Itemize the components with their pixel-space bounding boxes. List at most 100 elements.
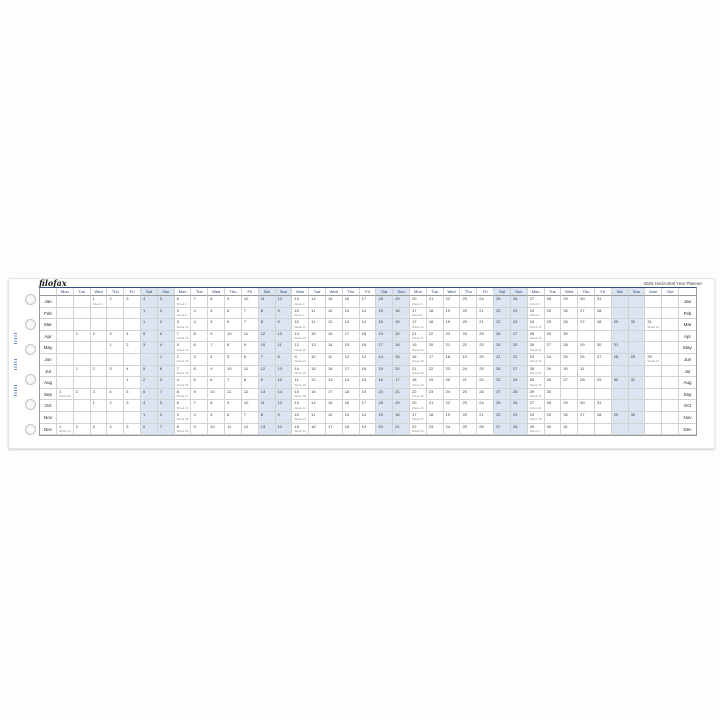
day-cell bbox=[124, 353, 142, 366]
day-cell: 16 bbox=[325, 365, 343, 378]
day-cell: 27 bbox=[544, 342, 562, 354]
day-number: 4 bbox=[159, 342, 163, 348]
day-cell: 19 bbox=[443, 307, 461, 320]
day-number: 6 bbox=[159, 330, 163, 336]
day-cell: 3 bbox=[107, 330, 125, 343]
day-number: 25 bbox=[479, 365, 484, 371]
day-number: 19 bbox=[395, 296, 400, 301]
day-cell bbox=[645, 365, 663, 378]
day-cell: 11 bbox=[225, 388, 242, 401]
month-label-right: Oct bbox=[678, 400, 696, 412]
week-label: Week 12 bbox=[412, 324, 424, 329]
day-number: 11 bbox=[227, 423, 232, 429]
day-number: 17 bbox=[395, 377, 400, 383]
day-cell: 16 bbox=[393, 307, 411, 320]
day-cell: 13 bbox=[342, 319, 360, 331]
day-number: 22 bbox=[445, 296, 451, 301]
day-cell: 12 bbox=[275, 400, 293, 412]
day-cell: 27 bbox=[494, 388, 511, 401]
day-number: 15 bbox=[378, 411, 383, 417]
day-cell: 1 Week 1 bbox=[90, 296, 108, 308]
day-number: 29 bbox=[529, 388, 535, 394]
day-number: 9 bbox=[227, 296, 230, 301]
day-cell: 21 bbox=[460, 377, 478, 389]
day-number: 25 bbox=[546, 411, 551, 417]
day-cell: 2 bbox=[157, 307, 175, 320]
day-cell: 10 Week 11 bbox=[292, 319, 310, 331]
day-cell bbox=[628, 365, 646, 378]
day-number: 2 bbox=[109, 296, 112, 301]
day-cell bbox=[662, 319, 679, 331]
day-cell: 17 bbox=[359, 400, 377, 412]
day-number: 15 bbox=[311, 365, 316, 371]
week-label: Week 25 bbox=[412, 359, 424, 364]
day-number: 14 bbox=[344, 377, 350, 383]
day-cell bbox=[73, 353, 91, 366]
day-cell: 24 bbox=[477, 400, 495, 412]
day-number: 1 bbox=[126, 377, 129, 383]
day-header: Tue bbox=[309, 288, 326, 296]
day-cell: 26 bbox=[510, 400, 528, 412]
binder-hole bbox=[25, 344, 36, 355]
week-label: Week 49 bbox=[59, 429, 71, 434]
day-number: 8 bbox=[176, 388, 179, 394]
day-number: 5 bbox=[227, 353, 230, 359]
day-number: 28 bbox=[529, 330, 535, 336]
day-number: 10 bbox=[294, 411, 299, 417]
day-cell: 25 bbox=[510, 342, 528, 354]
day-number: 5 bbox=[210, 411, 213, 417]
day-cell bbox=[611, 388, 629, 401]
month-label-left: Apr bbox=[40, 330, 57, 343]
day-number: 3 bbox=[126, 400, 129, 406]
day-cell: 18 Week 34 bbox=[410, 377, 427, 389]
day-cell: 28 bbox=[578, 377, 595, 389]
day-number: 22 bbox=[496, 307, 501, 313]
day-cell: 27 bbox=[578, 307, 595, 320]
day-number: 14 bbox=[277, 423, 282, 429]
day-number: 12 bbox=[327, 411, 333, 417]
day-cell: 9 bbox=[208, 330, 226, 343]
day-number: 20 bbox=[479, 353, 484, 359]
day-cell: 9 bbox=[191, 423, 209, 436]
day-cell: 10 bbox=[225, 330, 242, 343]
day-number: 13 bbox=[361, 353, 367, 359]
day-cell bbox=[611, 365, 629, 378]
day-number: 17 bbox=[327, 388, 333, 394]
day-number: 25 bbox=[563, 353, 568, 359]
day-number: 30 bbox=[563, 330, 568, 336]
day-number: 20 bbox=[412, 296, 417, 301]
day-cell: 29 bbox=[594, 377, 612, 389]
day-cell bbox=[611, 400, 629, 412]
edge-mark bbox=[14, 359, 17, 371]
day-number: 15 bbox=[311, 330, 316, 336]
day-cell bbox=[628, 388, 646, 401]
day-cell: 22 bbox=[426, 365, 444, 378]
day-number: 12 bbox=[344, 353, 350, 359]
day-number: 19 bbox=[445, 411, 451, 417]
day-cell: 8 bbox=[241, 377, 259, 389]
day-number: 22 bbox=[512, 353, 518, 359]
day-number: 6 bbox=[227, 411, 230, 417]
day-cell: 9 bbox=[275, 319, 293, 331]
day-cell: 23 bbox=[477, 342, 495, 354]
day-header: Thu bbox=[578, 288, 595, 296]
day-number: 21 bbox=[412, 330, 417, 336]
week-label: Week 11 bbox=[294, 324, 306, 329]
day-cell: 25 bbox=[544, 411, 562, 424]
day-cell: 20 bbox=[376, 388, 394, 401]
day-number: 27 bbox=[529, 296, 535, 301]
day-cell: 21 bbox=[477, 307, 495, 320]
day-cell: 24 bbox=[460, 365, 478, 378]
day-cell bbox=[107, 411, 125, 424]
day-cell bbox=[662, 342, 679, 354]
day-cell: 8 bbox=[208, 400, 226, 412]
day-number: 23 bbox=[462, 400, 467, 406]
day-cell: 15 bbox=[376, 319, 394, 331]
day-number: 5 bbox=[159, 400, 163, 406]
day-cell: 29 bbox=[611, 319, 629, 331]
day-cell: 17 bbox=[342, 330, 360, 343]
day-cell: 4 bbox=[191, 307, 209, 320]
day-cell bbox=[57, 353, 74, 366]
day-number: 16 bbox=[412, 353, 417, 359]
day-cell: 23 Week 26 bbox=[527, 353, 545, 366]
